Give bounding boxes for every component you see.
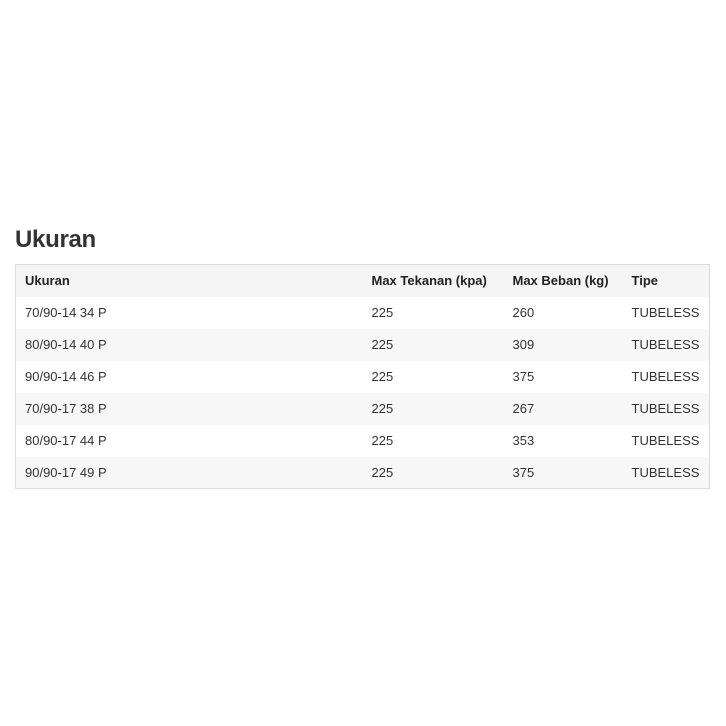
cell-ukuran: 90/90-17 49 P [15, 456, 363, 489]
table-row: 90/90-17 49 P 225 375 TUBELESS [15, 456, 710, 489]
cell-max-beban: 375 [503, 456, 623, 489]
cell-max-tekanan: 225 [362, 360, 504, 393]
cell-ukuran: 90/90-14 46 P [15, 360, 363, 393]
cell-max-tekanan: 225 [362, 424, 504, 457]
header-max-tekanan: Max Tekanan (kpa) [362, 264, 504, 297]
section-title: Ukuran [15, 226, 96, 253]
cell-max-beban: 260 [503, 296, 623, 329]
cell-ukuran: 70/90-17 38 P [15, 392, 363, 425]
table-header-row: Ukuran Max Tekanan (kpa) Max Beban (kg) … [15, 264, 710, 297]
cell-max-tekanan: 225 [362, 296, 504, 329]
table-row: 80/90-14 40 P 225 309 TUBELESS [15, 328, 710, 361]
cell-tipe: TUBELESS [622, 456, 710, 489]
header-tipe: Tipe [622, 264, 710, 297]
cell-max-beban: 353 [503, 424, 623, 457]
cell-ukuran: 70/90-14 34 P [15, 296, 363, 329]
cell-tipe: TUBELESS [622, 296, 710, 329]
cell-max-tekanan: 225 [362, 456, 504, 489]
header-ukuran: Ukuran [15, 264, 363, 297]
cell-tipe: TUBELESS [622, 424, 710, 457]
cell-max-tekanan: 225 [362, 392, 504, 425]
tire-size-table: Ukuran Max Tekanan (kpa) Max Beban (kg) … [15, 264, 710, 489]
cell-max-beban: 309 [503, 328, 623, 361]
cell-max-beban: 267 [503, 392, 623, 425]
cell-ukuran: 80/90-17 44 P [15, 424, 363, 457]
cell-tipe: TUBELESS [622, 392, 710, 425]
table-row: 80/90-17 44 P 225 353 TUBELESS [15, 424, 710, 457]
cell-tipe: TUBELESS [622, 360, 710, 393]
cell-tipe: TUBELESS [622, 328, 710, 361]
cell-max-beban: 375 [503, 360, 623, 393]
header-max-beban: Max Beban (kg) [503, 264, 623, 297]
table-row: 90/90-14 46 P 225 375 TUBELESS [15, 360, 710, 393]
table-row: 70/90-14 34 P 225 260 TUBELESS [15, 296, 710, 329]
cell-max-tekanan: 225 [362, 328, 504, 361]
cell-ukuran: 80/90-14 40 P [15, 328, 363, 361]
table-row: 70/90-17 38 P 225 267 TUBELESS [15, 392, 710, 425]
